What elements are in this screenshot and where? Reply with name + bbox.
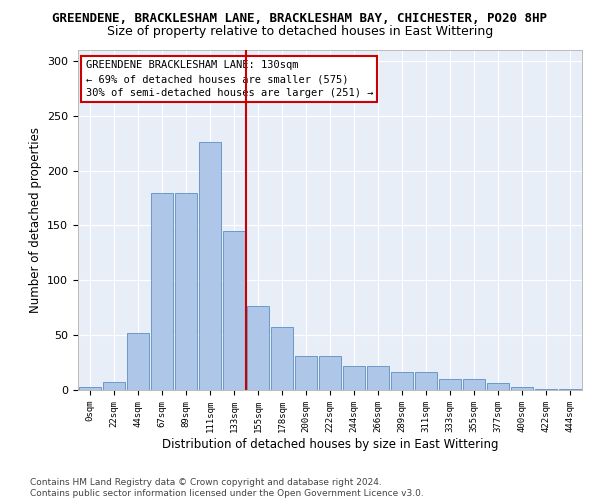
Bar	[295, 356, 317, 390]
Bar	[223, 231, 245, 390]
Bar	[439, 379, 461, 390]
Bar	[103, 382, 125, 390]
Bar	[463, 379, 485, 390]
Bar	[319, 356, 341, 390]
Bar	[247, 306, 269, 390]
Text: Size of property relative to detached houses in East Wittering: Size of property relative to detached ho…	[107, 25, 493, 38]
Text: GREENDENE, BRACKLESHAM LANE, BRACKLESHAM BAY, CHICHESTER, PO20 8HP: GREENDENE, BRACKLESHAM LANE, BRACKLESHAM…	[53, 12, 548, 26]
Text: GREENDENE BRACKLESHAM LANE: 130sqm
← 69% of detached houses are smaller (575)
30: GREENDENE BRACKLESHAM LANE: 130sqm ← 69%…	[86, 60, 373, 98]
Bar	[511, 386, 533, 390]
Bar	[127, 333, 149, 390]
Y-axis label: Number of detached properties: Number of detached properties	[29, 127, 41, 313]
Bar	[343, 366, 365, 390]
Bar	[199, 142, 221, 390]
Bar	[151, 192, 173, 390]
Bar	[415, 372, 437, 390]
Bar	[271, 328, 293, 390]
Bar	[487, 384, 509, 390]
Bar	[535, 389, 557, 390]
Text: Contains HM Land Registry data © Crown copyright and database right 2024.
Contai: Contains HM Land Registry data © Crown c…	[30, 478, 424, 498]
Bar	[391, 372, 413, 390]
Bar	[175, 192, 197, 390]
X-axis label: Distribution of detached houses by size in East Wittering: Distribution of detached houses by size …	[162, 438, 498, 450]
Bar	[559, 389, 581, 390]
Bar	[79, 386, 101, 390]
Bar	[367, 366, 389, 390]
